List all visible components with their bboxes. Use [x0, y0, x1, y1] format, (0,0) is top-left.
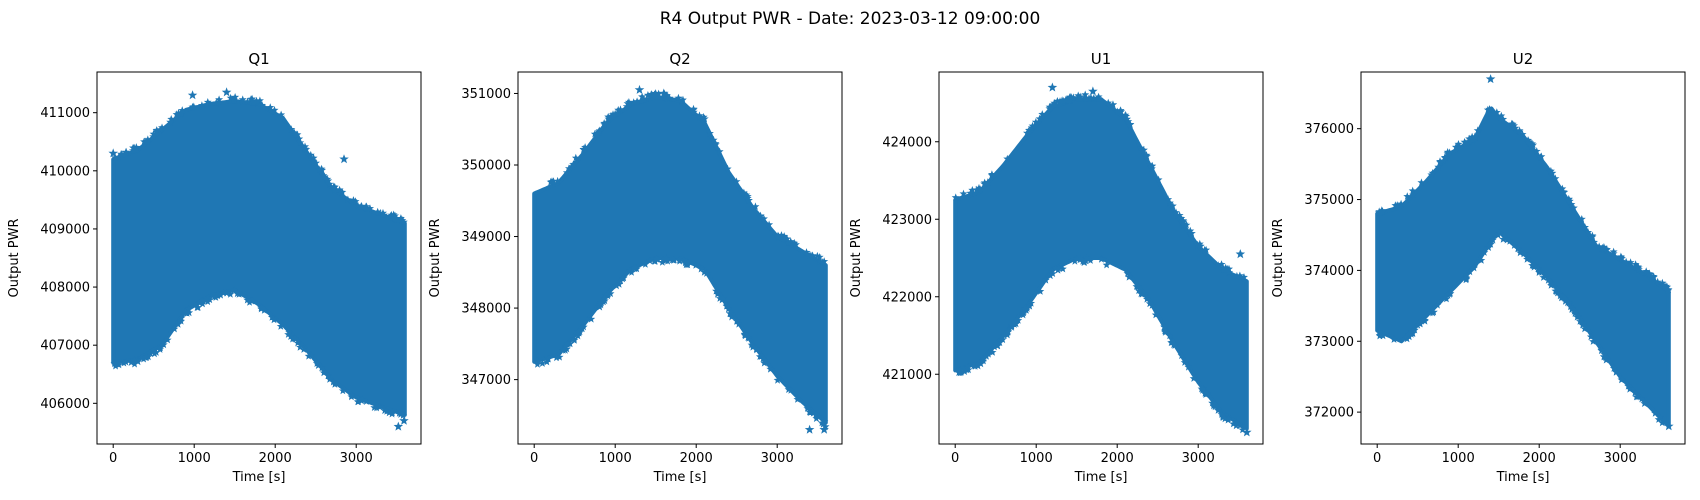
scatter-points [108, 87, 409, 431]
scatter-points [532, 84, 830, 434]
subplot-q1: 0 1000 2000 3000 406000 407000 408000 409000 410… [7, 50, 422, 485]
data-point [819, 424, 829, 434]
subplot-q2: 0 1000 2000 3000 347000 348000 349000 350000 351… [428, 50, 843, 485]
subplot-title: U2 [1513, 50, 1534, 68]
x-tick-label: 2000 [259, 451, 292, 466]
x-tick-label: 0 [951, 451, 959, 466]
y-tick-label: 350000 [461, 159, 511, 174]
data-point [393, 421, 404, 431]
axes-frame [1360, 71, 1686, 445]
x-tick-label: 3000 [1604, 451, 1637, 466]
subplot-title: Q2 [669, 50, 690, 68]
y-tick-label: 376000 [1304, 122, 1354, 137]
y-tick-label: 373000 [1304, 335, 1354, 350]
y-axis-label: Output PWR [428, 218, 443, 297]
x-tick-label: 1000 [1442, 451, 1475, 466]
data-point [399, 415, 409, 425]
data-point [221, 87, 232, 97]
y-tick-label: 409000 [40, 222, 90, 237]
x-tick-label: 1000 [599, 451, 632, 466]
x-axis-label: Time [s] [1074, 470, 1128, 485]
y-tick-label: 408000 [40, 281, 90, 296]
y-tick-label: 351000 [461, 87, 511, 102]
x-tick-label: 3000 [1182, 451, 1215, 466]
data-point [187, 90, 198, 100]
axes-frame [938, 71, 1264, 445]
scatter-fringe [951, 90, 1248, 434]
data-point [1088, 86, 1098, 96]
data-point [659, 88, 669, 98]
x-axis-label: Time [s] [1496, 470, 1550, 485]
y-tick-label: 423000 [882, 213, 932, 228]
scatter-fringe [533, 89, 830, 431]
y-axis-label: Output PWR [1271, 218, 1286, 297]
y-tick-label: 348000 [461, 302, 511, 317]
subplots: 0 1000 2000 3000 406000 407000 408000 409000 410… [7, 50, 1686, 485]
scatter-points [951, 82, 1252, 437]
data-point [1664, 421, 1674, 431]
data-point [804, 424, 815, 434]
data-point [634, 84, 645, 94]
y-tick-label: 349000 [461, 230, 511, 245]
subplot-u2: 0 1000 2000 3000 372000 373000 374000 375000 376… [1271, 50, 1686, 485]
y-tick-label: 374000 [1304, 264, 1354, 279]
data-point [108, 148, 118, 158]
x-tick-label: 2000 [680, 451, 713, 466]
axes-frame [96, 71, 422, 445]
x-axis-label: Time [s] [232, 470, 286, 485]
data-point [1485, 74, 1496, 84]
y-tick-label: 410000 [40, 164, 90, 179]
x-tick-label: 3000 [761, 451, 794, 466]
x-axis-label: Time [s] [653, 470, 707, 485]
x-tick-label: 3000 [340, 451, 373, 466]
data-point [1235, 249, 1246, 259]
scatter-points [1375, 74, 1674, 431]
x-tick-label: 2000 [1523, 451, 1556, 466]
figure-title: R4 Output PWR - Date: 2023-03-12 09:00:0… [660, 9, 1041, 29]
axes-frame [517, 71, 843, 445]
x-tick-label: 1000 [178, 451, 211, 466]
data-point [339, 154, 349, 164]
y-tick-label: 411000 [40, 106, 90, 121]
subplot-title: Q1 [248, 50, 269, 68]
y-tick-label: 406000 [40, 397, 90, 412]
y-tick-label: 347000 [461, 373, 511, 388]
y-tick-label: 407000 [40, 339, 90, 354]
data-point [1558, 187, 1569, 197]
data-point [1599, 244, 1609, 254]
data-point [1047, 82, 1058, 92]
x-tick-label: 0 [530, 451, 538, 466]
y-tick-label: 421000 [882, 368, 932, 383]
y-tick-label: 372000 [1304, 406, 1354, 421]
x-tick-label: 1000 [1020, 451, 1053, 466]
x-tick-label: 0 [109, 451, 117, 466]
y-axis-label: Output PWR [849, 218, 864, 297]
subplot-u1: 0 1000 2000 3000 421000 422000 423000 424000 U1 T… [849, 50, 1264, 485]
y-axis-label: Output PWR [7, 218, 22, 297]
y-tick-label: 375000 [1304, 193, 1354, 208]
subplot-title: U1 [1091, 50, 1112, 68]
y-tick-label: 424000 [882, 135, 932, 150]
x-tick-label: 0 [1373, 451, 1381, 466]
y-tick-label: 422000 [882, 290, 932, 305]
x-tick-label: 2000 [1101, 451, 1134, 466]
data-point [1242, 427, 1252, 437]
